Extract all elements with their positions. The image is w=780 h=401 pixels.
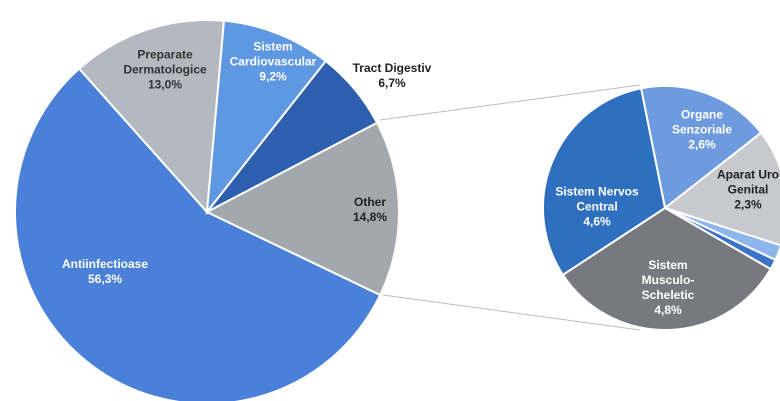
slice-label: Organe Senzoriale 2,6% [662,108,742,153]
slice-name: Tract Digestiv [352,61,432,75]
slice-label: Preparate Dermatologice 13,0% [110,48,220,93]
slice-name: Sistem Nervos Central [555,184,639,214]
pie-slice [542,87,667,277]
slice-label: Tract Digestiv 6,7% [332,61,452,91]
slice-label: Sistem Cardiovascular 9,2% [228,40,318,85]
pie-slice [639,85,763,210]
pie-slice [14,67,382,401]
pie-slice [77,19,226,215]
slice-value: 2,3% [734,197,762,212]
slice-label: Antiinfectioase 56,3% [40,257,170,287]
slice-label: Aparat Uro Genital 2,3% [708,168,780,213]
slice-label: Sistem Musculo-Scheletic 4,8% [633,258,703,318]
slice-value: 4,8% [654,303,682,317]
slice-name: Sistem Musculo-Scheletic [641,258,695,302]
pie-slice [205,19,328,216]
slice-value: 9,2% [259,69,287,84]
slice-name: Other [353,195,386,209]
slice-name: Preparate Dermatologice [123,47,207,77]
connector [382,294,641,331]
slice-value: 56,3% [87,272,123,286]
slice-value: 14,8% [352,210,388,224]
slice-name: Antiinfectioase [61,257,148,271]
slice-label: Other 14,8% [335,195,405,225]
slice-name: Sistem Cardiovascular [229,39,317,69]
slice-value: 2,6% [688,137,716,152]
slice-value: 13,0% [147,77,183,92]
pie-slice [204,121,400,297]
pie-slice [561,206,772,331]
slice-name: Aparat Uro Genital [716,167,779,197]
slice-name: Organe Senzoriale [671,107,733,137]
connector [379,84,641,121]
slice-label: Sistem Nervos Central 4,6% [547,185,647,230]
slice-value: 6,7% [378,76,406,90]
slice-value: 4,6% [583,214,611,229]
